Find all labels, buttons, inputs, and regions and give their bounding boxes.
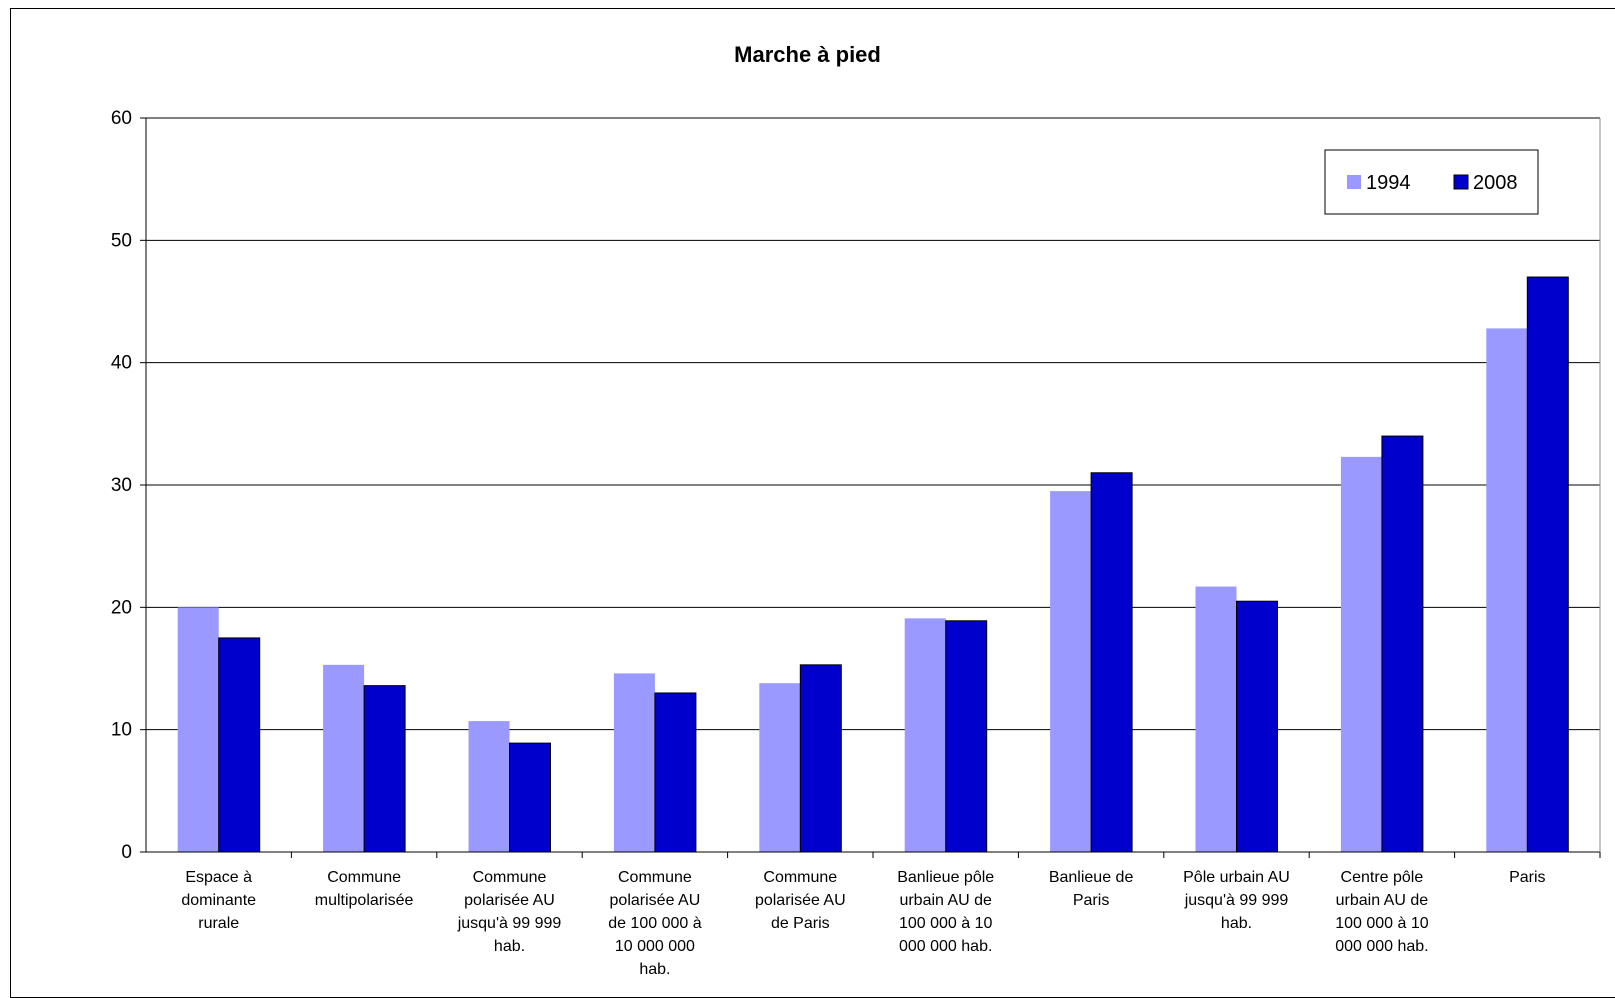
bar-1994 — [613, 673, 655, 852]
x-category-label: Pôle urbain AU jusqu'à 99 999 hab. — [1183, 869, 1290, 932]
bar-2008 — [1090, 472, 1133, 853]
bar-1994 — [1486, 328, 1528, 852]
x-category-label: Banlieue pôle urbain AU de 100 000 à 10 000… — [897, 869, 994, 955]
bar-1994 — [1340, 456, 1382, 852]
bar-2008 — [1236, 600, 1278, 853]
y-tick-label: 60 — [111, 108, 132, 129]
x-category-label: Paris — [1509, 869, 1545, 886]
bar-2008 — [799, 664, 842, 853]
x-category-label: Centre pôle urbain AU de 100 000 à 10 000 0… — [1335, 869, 1429, 955]
y-tick-label: 10 — [111, 720, 132, 741]
bar-2008 — [509, 742, 551, 853]
legend-swatch-1994 — [1347, 175, 1361, 189]
chart-title: Marche à pied — [734, 42, 881, 67]
y-tick-label: 20 — [111, 597, 132, 618]
bar-1994 — [904, 618, 946, 852]
bar-1994 — [323, 664, 365, 852]
bar-2008 — [1381, 435, 1424, 853]
legend-label-2008: 2008 — [1473, 172, 1518, 194]
x-category-label: Commune polarisée AU de 100 000 à 10 000 00… — [608, 869, 702, 978]
bar-1994 — [468, 721, 510, 852]
bar-1994 — [1050, 491, 1092, 852]
bar-1994 — [759, 683, 801, 852]
bar-2008 — [945, 620, 988, 853]
legend-swatch-2008 — [1453, 174, 1469, 190]
bar-2008 — [1526, 276, 1569, 853]
legend-label-1994: 1994 — [1366, 172, 1411, 194]
y-tick-label: 40 — [111, 353, 132, 374]
bar-2008 — [654, 692, 697, 853]
bar-1994 — [177, 607, 219, 852]
x-category-label: Espace à dominante rurale — [181, 869, 256, 932]
x-category-label: Commune polarisée AU de Paris — [755, 869, 846, 932]
legend: 1994 2008 — [1324, 149, 1539, 215]
y-tick-label: 50 — [111, 230, 132, 251]
bar-2008 — [218, 637, 261, 853]
bar-2008 — [363, 685, 406, 853]
x-category-label: Commune polarisée AU jusqu'à 99 999 hab. — [457, 869, 562, 955]
x-category-label: Banlieue de Paris — [1049, 869, 1134, 909]
bars — [177, 276, 1569, 853]
x-category-label: Commune multipolarisée — [315, 869, 414, 909]
y-tick-label: 0 — [121, 842, 132, 863]
y-tick-label: 30 — [111, 475, 132, 496]
axes — [140, 117, 1601, 858]
axis-labels: 0 10 20 30 40 50 60 Espace à dominante rurale Comm… — [111, 108, 1546, 978]
bar-1994 — [1195, 586, 1237, 852]
